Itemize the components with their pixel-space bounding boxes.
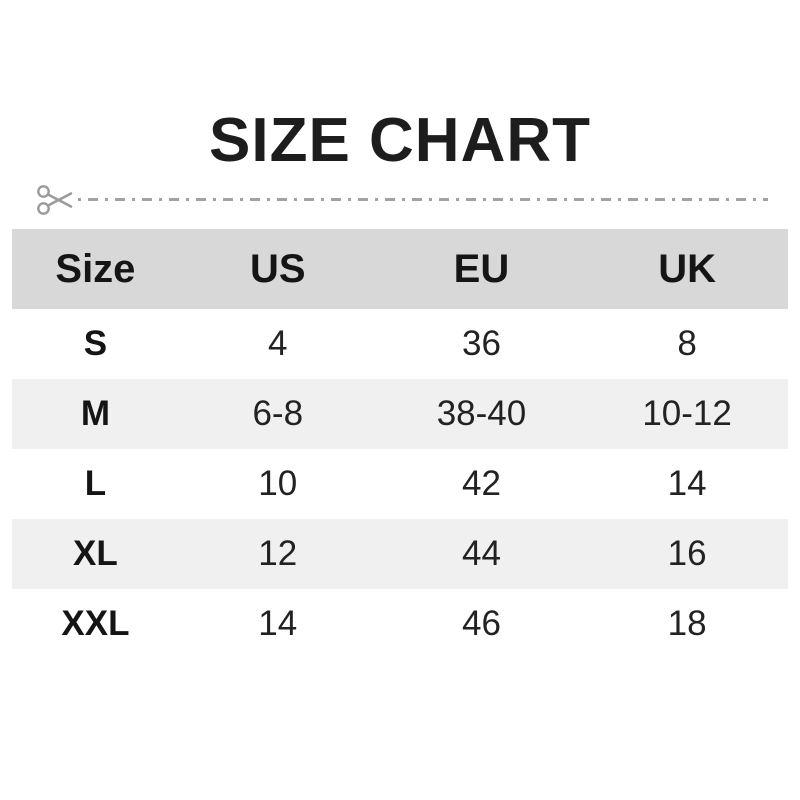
cell-us-value: 4: [268, 324, 288, 363]
table-header-row: Size US EU UK: [12, 229, 788, 309]
cell-uk-value: 8: [677, 324, 697, 363]
size-chart-table: Size US EU UK S 4 36 8 M 6-8 38-40 10-12…: [12, 229, 788, 659]
cell-eu-value: 44: [461, 534, 501, 573]
dashed-cut-line: [78, 198, 768, 201]
cell-size-label: S: [83, 324, 108, 363]
cell-us-value: 12: [258, 534, 298, 573]
cell-us-value: 14: [258, 604, 298, 643]
table-row-xl: XL 12 44 16: [12, 519, 788, 589]
cell-eu-value: 36: [461, 324, 501, 363]
cell-uk-value: 18: [667, 604, 707, 643]
column-header-eu: EU: [453, 246, 510, 291]
table-row-s: S 4 36 8: [12, 309, 788, 379]
cell-size-label: XXL: [61, 604, 130, 643]
table-row-m: M 6-8 38-40 10-12: [12, 379, 788, 449]
cell-size-label: L: [84, 464, 107, 503]
table-row-xxl: XXL 14 46 18: [12, 589, 788, 659]
cell-eu-value: 38-40: [436, 394, 527, 433]
cut-here-divider: [0, 182, 800, 218]
scissors-icon: [37, 185, 73, 215]
cell-uk-value: 10-12: [642, 394, 732, 433]
column-header-uk: UK: [658, 246, 716, 291]
column-header-size: Size: [55, 246, 136, 291]
cell-eu-value: 46: [461, 604, 501, 643]
column-header-us: US: [249, 246, 306, 291]
table-row-l: L 10 42 14: [12, 449, 788, 519]
page-title: SIZE CHART: [209, 106, 591, 175]
cell-size-label: XL: [73, 534, 118, 573]
cell-us-value: 6-8: [252, 394, 304, 433]
cell-size-label: M: [80, 394, 110, 433]
cell-us-value: 10: [258, 464, 298, 503]
cell-eu-value: 42: [461, 464, 501, 503]
cell-uk-value: 14: [667, 464, 707, 503]
cell-uk-value: 16: [667, 534, 707, 573]
